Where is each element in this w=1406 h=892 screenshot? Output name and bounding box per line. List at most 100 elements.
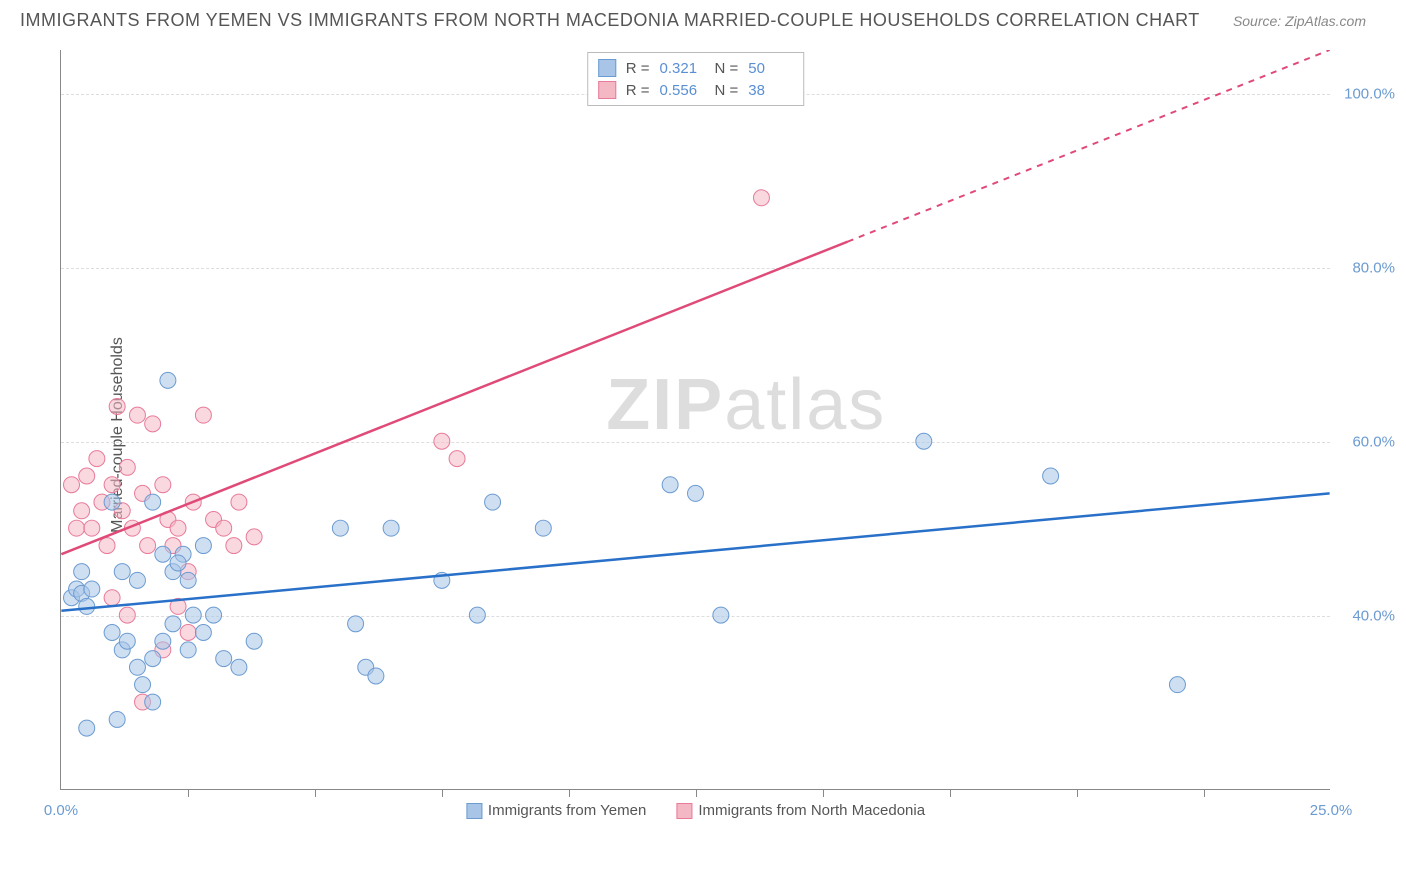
scatter-point xyxy=(84,520,100,536)
legend-item-2: Immigrants from North Macedonia xyxy=(676,802,925,819)
scatter-point xyxy=(662,477,678,493)
scatter-point xyxy=(449,451,465,467)
x-tick xyxy=(188,789,189,797)
x-tick-label: 25.0% xyxy=(1310,802,1353,819)
scatter-point xyxy=(332,520,348,536)
scatter-point xyxy=(368,668,384,684)
scatter-point xyxy=(485,494,501,510)
scatter-point xyxy=(195,407,211,423)
scatter-point xyxy=(84,581,100,597)
scatter-point xyxy=(535,520,551,536)
trend-line xyxy=(61,493,1329,610)
scatter-point xyxy=(104,494,120,510)
y-tick-label: 80.0% xyxy=(1352,259,1395,276)
scatter-point xyxy=(155,633,171,649)
stats-row-2: R = 0.556 N = 38 xyxy=(598,79,794,101)
scatter-point xyxy=(1043,468,1059,484)
scatter-point xyxy=(469,607,485,623)
y-tick-label: 40.0% xyxy=(1352,607,1395,624)
scatter-point xyxy=(145,416,161,432)
scatter-point xyxy=(170,555,186,571)
scatter-point xyxy=(383,520,399,536)
scatter-point xyxy=(145,494,161,510)
scatter-point xyxy=(79,598,95,614)
n-value-2: 38 xyxy=(748,82,793,99)
x-tick xyxy=(1077,789,1078,797)
x-tick-label: 0.0% xyxy=(44,802,78,819)
trend-line-solid xyxy=(61,242,847,555)
scatter-point xyxy=(753,190,769,206)
scatter-point xyxy=(114,564,130,580)
swatch-series1 xyxy=(598,59,616,77)
y-tick-label: 100.0% xyxy=(1344,85,1395,102)
scatter-point xyxy=(216,520,232,536)
r-value-2: 0.556 xyxy=(660,82,705,99)
chart-container: Married-couple Households ZIPatlas R = 0… xyxy=(50,50,1370,820)
scatter-point xyxy=(180,572,196,588)
legend-swatch-1 xyxy=(466,803,482,819)
scatter-point xyxy=(129,407,145,423)
scatter-point xyxy=(180,642,196,658)
scatter-point xyxy=(104,477,120,493)
scatter-point xyxy=(155,546,171,562)
scatter-point xyxy=(119,633,135,649)
scatter-point xyxy=(170,520,186,536)
scatter-point xyxy=(129,572,145,588)
legend-item-1: Immigrants from Yemen xyxy=(466,802,646,819)
n-value-1: 50 xyxy=(748,60,793,77)
scatter-point xyxy=(140,538,156,554)
scatter-point xyxy=(119,607,135,623)
scatter-point xyxy=(89,451,105,467)
scatter-point xyxy=(109,711,125,727)
scatter-point xyxy=(916,433,932,449)
n-label-2: N = xyxy=(715,82,739,99)
scatter-point xyxy=(216,651,232,667)
scatter-point xyxy=(79,720,95,736)
scatter-point xyxy=(145,651,161,667)
scatter-point xyxy=(135,677,151,693)
bottom-legend: Immigrants from Yemen Immigrants from No… xyxy=(466,802,925,819)
scatter-svg xyxy=(61,50,1330,789)
scatter-point xyxy=(165,616,181,632)
scatter-point xyxy=(99,538,115,554)
scatter-point xyxy=(64,477,80,493)
scatter-point xyxy=(160,372,176,388)
scatter-point xyxy=(185,607,201,623)
source-attribution: Source: ZipAtlas.com xyxy=(1233,13,1366,29)
x-tick xyxy=(442,789,443,797)
scatter-point xyxy=(119,459,135,475)
scatter-point xyxy=(1169,677,1185,693)
scatter-point xyxy=(109,398,125,414)
scatter-point xyxy=(129,659,145,675)
scatter-point xyxy=(104,590,120,606)
scatter-point xyxy=(231,494,247,510)
x-tick xyxy=(315,789,316,797)
x-tick xyxy=(823,789,824,797)
r-value-1: 0.321 xyxy=(660,60,705,77)
scatter-point xyxy=(69,520,85,536)
y-tick-label: 60.0% xyxy=(1352,433,1395,450)
scatter-point xyxy=(246,529,262,545)
swatch-series2 xyxy=(598,81,616,99)
chart-title: IMMIGRANTS FROM YEMEN VS IMMIGRANTS FROM… xyxy=(20,10,1200,31)
legend-swatch-2 xyxy=(676,803,692,819)
x-tick xyxy=(950,789,951,797)
n-label-1: N = xyxy=(715,60,739,77)
scatter-point xyxy=(226,538,242,554)
x-tick xyxy=(1204,789,1205,797)
scatter-point xyxy=(74,503,90,519)
r-label-2: R = xyxy=(626,82,650,99)
scatter-point xyxy=(79,468,95,484)
scatter-point xyxy=(206,607,222,623)
x-tick xyxy=(569,789,570,797)
x-tick xyxy=(696,789,697,797)
scatter-point xyxy=(180,625,196,641)
stats-legend-box: R = 0.321 N = 50 R = 0.556 N = 38 xyxy=(587,52,805,106)
scatter-point xyxy=(104,625,120,641)
legend-label-1: Immigrants from Yemen xyxy=(488,802,646,819)
scatter-point xyxy=(348,616,364,632)
stats-row-1: R = 0.321 N = 50 xyxy=(598,57,794,79)
legend-label-2: Immigrants from North Macedonia xyxy=(698,802,925,819)
scatter-point xyxy=(155,477,171,493)
scatter-point xyxy=(434,433,450,449)
